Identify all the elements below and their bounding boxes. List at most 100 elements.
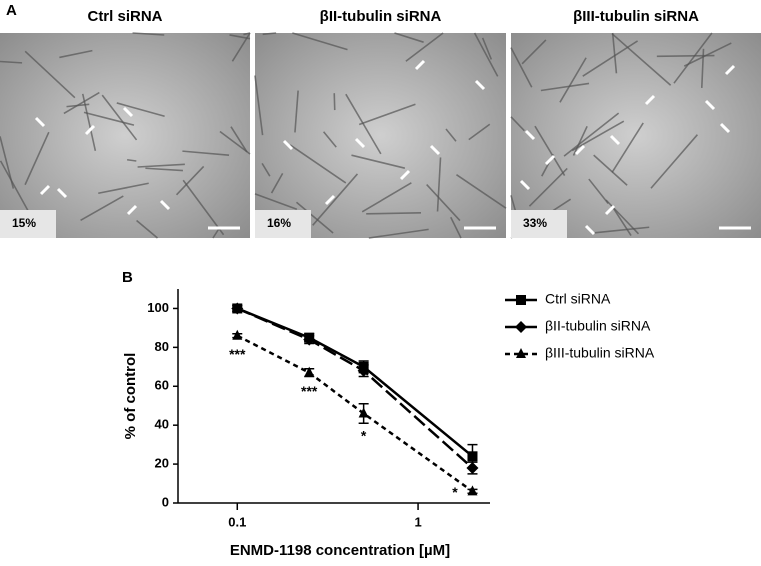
marker-dash: [574, 144, 586, 156]
cell-network: [345, 93, 382, 155]
percent-box: [255, 210, 311, 238]
cell-network: [254, 75, 264, 136]
cell-network: [295, 201, 334, 234]
marker-dash: [324, 194, 336, 206]
y-tick-label: 100: [147, 300, 169, 315]
cell-network: [80, 195, 124, 222]
marker-dash: [399, 169, 411, 181]
cell-network: [656, 54, 715, 58]
data-point: [304, 366, 315, 377]
cell-network: [673, 32, 713, 84]
cell-network: [261, 162, 271, 177]
cell-network: [450, 216, 462, 239]
cell-network: [59, 49, 93, 59]
cell-network: [481, 37, 493, 60]
series-line: [236, 307, 474, 458]
y-tick-label: 80: [155, 339, 169, 354]
data-point: [467, 485, 478, 496]
cell-network: [426, 184, 461, 222]
cell-network: [182, 179, 225, 236]
percent-label: 15%: [12, 216, 36, 230]
marker-dash: [719, 122, 731, 134]
marker-dash: [414, 59, 426, 71]
cell-network: [81, 93, 97, 152]
cell-network: [145, 167, 183, 172]
cell-network: [611, 32, 618, 74]
cell-network: [294, 90, 299, 133]
image-title: Ctrl siRNA: [87, 8, 162, 25]
data-point: [232, 329, 243, 340]
cell-network: [521, 39, 547, 65]
panel-label: B: [122, 269, 133, 286]
significance: *: [361, 428, 367, 444]
x-tick-label: 0.1: [228, 514, 246, 529]
image-title: βII-tubulin siRNA: [320, 8, 442, 25]
cell-network: [593, 154, 628, 186]
cell-network: [611, 33, 672, 86]
cell-network: [540, 82, 590, 92]
cell-network: [66, 103, 90, 108]
cell-network: [262, 32, 277, 36]
marker-dash: [524, 129, 536, 141]
cell-network: [254, 193, 298, 210]
percent-box: [0, 210, 56, 238]
cell-network: [358, 103, 416, 126]
cell-network: [592, 226, 650, 234]
cell-network: [0, 136, 15, 189]
marker-dash: [56, 187, 68, 199]
x-tick-label: 1: [414, 514, 421, 529]
cell-network: [98, 182, 149, 195]
cell-network: [468, 123, 491, 141]
cell-network: [510, 116, 525, 132]
cell-network: [270, 173, 284, 194]
percent-label: 16%: [267, 216, 291, 230]
cell-network: [563, 112, 620, 157]
y-tick-label: 40: [155, 417, 169, 432]
cell-network: [571, 120, 625, 152]
cell-network: [292, 32, 348, 51]
cell-network: [456, 174, 507, 209]
significance: *: [452, 484, 458, 500]
cell-network: [588, 178, 609, 204]
legend-marker: [516, 348, 526, 358]
cell-network: [63, 91, 100, 115]
cell-network: [24, 131, 50, 186]
cell-network: [101, 94, 138, 141]
cell-network: [510, 47, 533, 88]
cell-network: [132, 32, 165, 36]
marker-dash: [519, 179, 531, 191]
data-point: [466, 461, 479, 474]
cell-network: [126, 158, 137, 162]
y-tick-label: 20: [155, 456, 169, 471]
cell-network: [611, 122, 644, 173]
y-tick-label: 60: [155, 378, 169, 393]
cell-network: [182, 150, 230, 157]
marker-dash: [126, 204, 138, 216]
marker-dash: [544, 154, 556, 166]
data-point: [358, 407, 369, 418]
cell-network: [0, 160, 31, 216]
data-point: [467, 451, 478, 462]
x-axis-label: ENMD-1198 concentration [µM]: [230, 542, 450, 559]
data-point: [303, 333, 316, 346]
cell-network: [436, 157, 442, 212]
cell-network: [445, 128, 457, 142]
cell-network: [0, 60, 23, 64]
marker-dash: [704, 99, 716, 111]
cell-network: [528, 167, 568, 207]
cell-network: [534, 125, 566, 176]
cell-network: [136, 219, 159, 239]
marker-dash: [282, 139, 294, 151]
cell-network: [175, 165, 205, 196]
marker-dash: [159, 199, 171, 211]
cell-network: [650, 134, 698, 189]
marker-dash: [474, 79, 486, 91]
cell-network: [559, 57, 587, 103]
y-tick-label: 0: [162, 494, 169, 509]
cell-network: [83, 111, 135, 126]
cell-network: [366, 212, 422, 215]
cell-network: [572, 125, 588, 156]
marker-dash: [429, 144, 441, 156]
y-axis-label: % of control: [122, 353, 139, 440]
